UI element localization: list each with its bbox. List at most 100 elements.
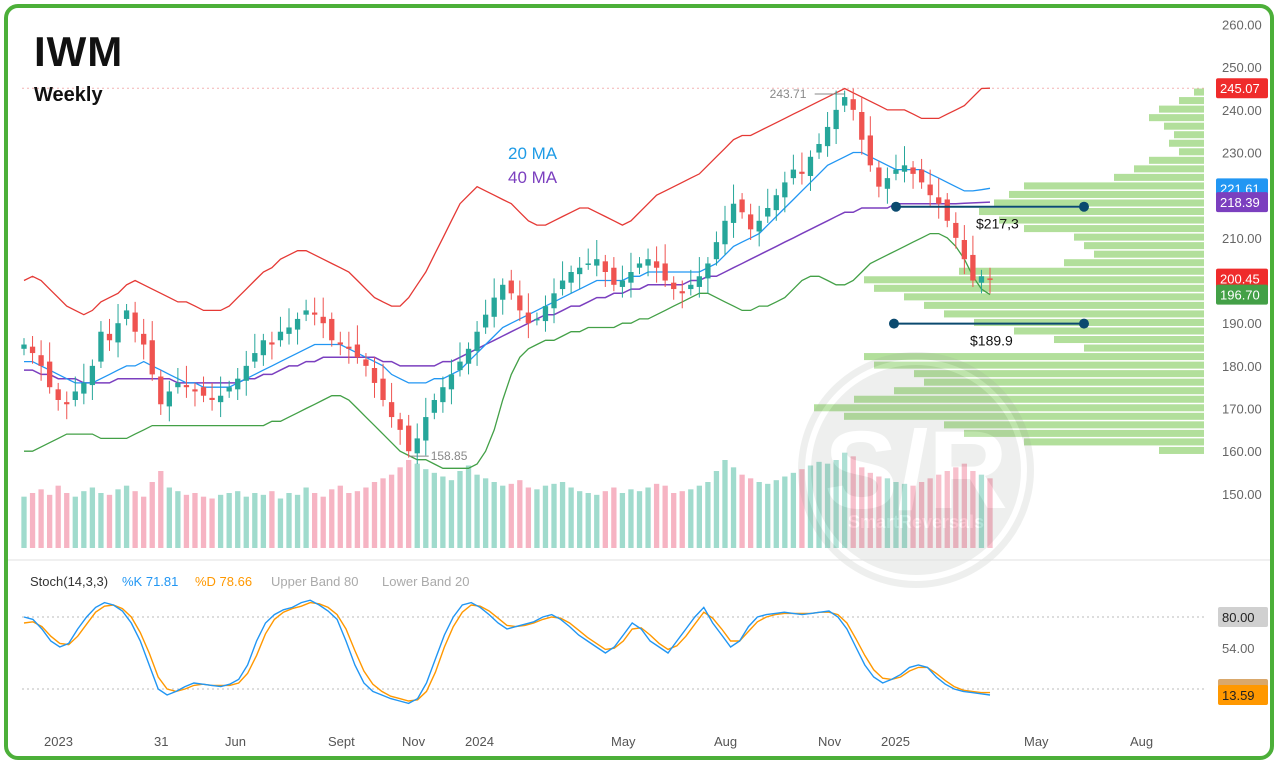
candle-body	[38, 355, 44, 366]
candle-body	[106, 333, 113, 341]
candle-body	[81, 382, 87, 394]
level-endpoint	[891, 201, 901, 212]
time-tick-label: 2023	[44, 734, 73, 749]
candle-body	[312, 312, 318, 315]
volume-bar	[508, 483, 514, 548]
volume-bar	[722, 460, 728, 548]
candle-body	[653, 261, 660, 268]
volume-profile-bar	[904, 293, 1204, 301]
price-badge	[1216, 268, 1268, 289]
volume-bar	[559, 482, 566, 548]
candle-body	[115, 323, 121, 343]
price-badge	[1216, 192, 1268, 213]
candle-body	[978, 276, 985, 283]
volume-bar	[482, 478, 489, 548]
candle-body	[944, 199, 950, 221]
candle-body	[782, 182, 788, 198]
volume-bar	[209, 498, 215, 548]
volume-bar	[628, 489, 634, 548]
price-badge-label: 196.70	[1220, 288, 1260, 303]
candle-body	[850, 99, 856, 110]
volume-bar	[320, 496, 326, 548]
volume-profile	[814, 88, 1204, 454]
volume-bar	[799, 469, 805, 548]
price-tick-label: 260.00	[1222, 18, 1262, 33]
candle-body	[739, 199, 745, 213]
volume-bar	[859, 467, 865, 548]
level-label: $189.9	[970, 333, 1013, 349]
volume-bar	[397, 467, 403, 548]
time-tick-label: 2025	[881, 734, 910, 749]
candle-body	[277, 331, 284, 341]
volume-bar	[98, 493, 104, 548]
candle-body	[29, 346, 36, 354]
price-badge-label: 245.07	[1220, 81, 1260, 96]
candle-body	[696, 276, 702, 287]
volume-bar	[842, 452, 848, 548]
candle-body	[842, 97, 848, 106]
candle-body	[765, 208, 771, 217]
volume-profile-bar	[994, 199, 1204, 207]
volume-profile-bar	[894, 387, 1204, 395]
volume-bar	[141, 496, 147, 548]
volume-bar	[953, 467, 959, 548]
volume-bar	[277, 498, 284, 548]
candle-body	[406, 425, 412, 452]
volume-bar	[790, 472, 797, 548]
candle-body	[183, 385, 190, 388]
price-tick-label: 210.00	[1222, 231, 1262, 246]
volume-bar	[252, 493, 258, 548]
candle-body	[577, 267, 583, 275]
ticker-symbol: IWM	[34, 28, 124, 75]
price-tick-label: 250.00	[1222, 60, 1262, 75]
candle-body	[525, 312, 532, 324]
candle-body	[192, 389, 198, 392]
volume-bar	[21, 496, 27, 548]
volume-bar	[406, 460, 412, 548]
volume-bar	[824, 463, 831, 548]
volume-bar	[81, 491, 87, 548]
volume-bars	[21, 452, 993, 548]
watermark-logo: S/R SmartReversals	[798, 352, 1034, 588]
volume-bar	[619, 493, 626, 548]
volume-profile-bar	[1164, 122, 1204, 130]
time-tick-label: May	[611, 734, 636, 749]
candle-body	[722, 220, 728, 245]
candle-body	[730, 203, 737, 223]
low-annotation-label: 158.85	[431, 449, 468, 463]
candle-body	[893, 169, 899, 174]
volume-profile-bar	[974, 318, 1204, 326]
volume-profile-bar	[1179, 148, 1204, 156]
candle-body	[235, 378, 241, 390]
volume-bar	[927, 478, 933, 548]
candle-body	[482, 314, 489, 328]
volume-bar	[833, 460, 839, 548]
candle-body	[824, 126, 831, 147]
volume-bar	[312, 493, 318, 548]
volume-bar	[46, 494, 53, 548]
volume-bar	[611, 487, 617, 548]
price-tick-label: 190.00	[1222, 316, 1262, 331]
stoch-tick-label: 54.00	[1222, 641, 1255, 656]
candle-body	[910, 167, 916, 174]
volume-bar	[893, 482, 899, 548]
volume-profile-bar	[874, 361, 1204, 369]
candle-body	[619, 280, 626, 287]
stoch-k-label: %K 71.81	[122, 574, 178, 589]
volume-bar	[636, 491, 643, 548]
candle-body	[252, 353, 258, 362]
support-levels: $217,3 $189.9	[889, 201, 1089, 349]
volume-profile-bar	[1159, 105, 1204, 113]
candle-body	[491, 297, 497, 317]
candle-body	[200, 387, 207, 396]
volume-bar	[431, 472, 437, 548]
candle-body	[807, 156, 814, 176]
stoch-k-line	[23, 599, 991, 705]
candle-body	[705, 263, 711, 279]
time-tick-label: Aug	[1130, 734, 1153, 749]
candle-body	[209, 397, 215, 400]
candle-body	[98, 331, 104, 362]
volume-bar	[747, 478, 754, 548]
chart-svg: 243.71 158.85 $217,3 $189.9 S/R SmartRever…	[8, 18, 1270, 749]
chart-frame: 243.71 158.85 $217,3 $189.9 S/R SmartRever…	[4, 4, 1274, 760]
